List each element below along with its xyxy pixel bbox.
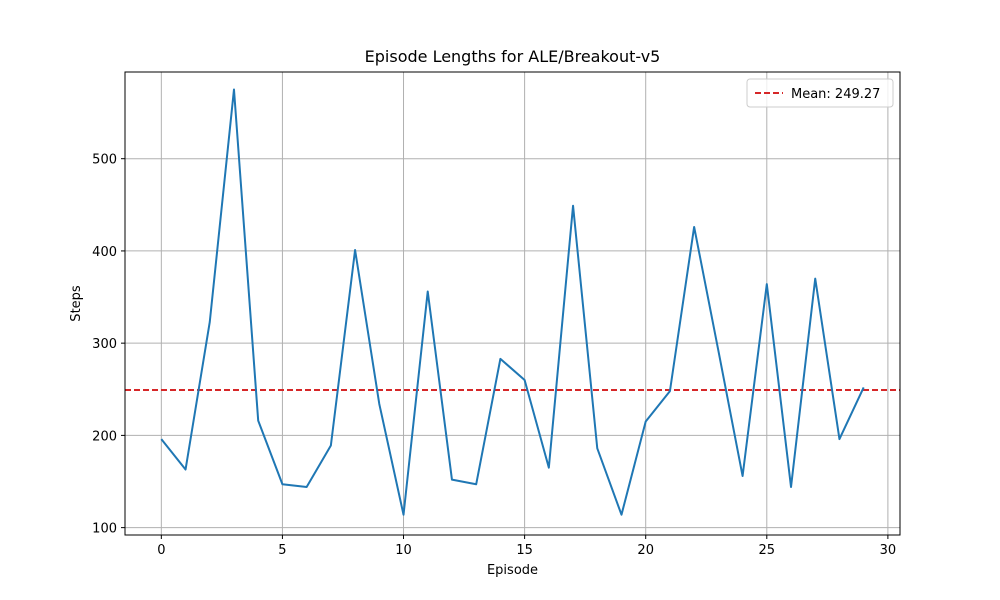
y-axis-label: Steps <box>69 285 84 322</box>
x-tick-label: 15 <box>516 543 533 558</box>
legend: Mean: 249.27 <box>746 78 894 108</box>
x-tick-label: 25 <box>759 543 776 558</box>
series-line-episode-steps <box>160 88 865 516</box>
chart-title: Episode Lengths for ALE/Breakout-v5 <box>365 47 661 66</box>
tick-layer: 0 5 10 15 20 25 30 100 200 300 400 500 <box>92 153 896 558</box>
x-tick-label: 5 <box>278 543 286 558</box>
series-layer <box>160 88 865 516</box>
legend-label-mean: Mean: 249.27 <box>791 87 880 102</box>
x-tick-label: 30 <box>880 543 897 558</box>
x-axis-label: Episode <box>487 563 538 578</box>
plot-frame <box>124 71 901 536</box>
y-tick-label: 400 <box>92 245 117 260</box>
y-tick-label: 100 <box>92 522 117 537</box>
grid-layer <box>125 72 900 535</box>
y-tick-label: 500 <box>92 153 117 168</box>
x-tick-label: 10 <box>395 543 412 558</box>
x-tick-label: 0 <box>157 543 165 558</box>
legend-box <box>746 78 894 108</box>
y-tick-label: 300 <box>92 337 117 352</box>
y-tick-label: 200 <box>92 429 117 444</box>
x-tick-label: 20 <box>637 543 654 558</box>
